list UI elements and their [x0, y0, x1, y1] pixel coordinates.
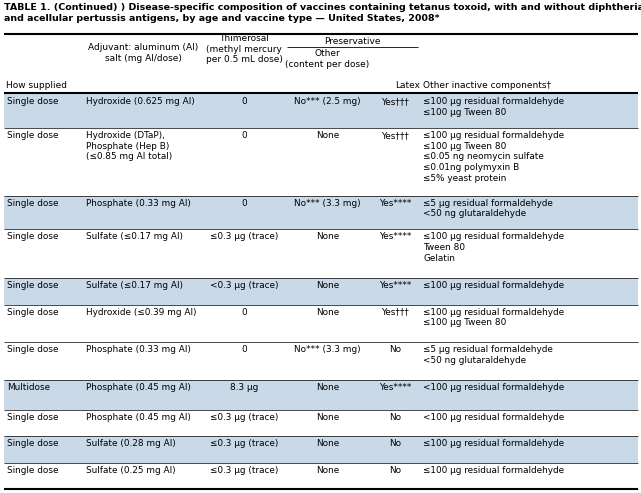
- Bar: [4, 305, 638, 342]
- Text: 0: 0: [241, 345, 247, 354]
- Text: None: None: [316, 308, 339, 317]
- Text: Sulfate (0.25 mg Al): Sulfate (0.25 mg Al): [86, 466, 176, 475]
- Text: ≤100 μg residual formaldehyde
≤100 μg Tween 80
≤0.05 ng neomycin sulfate
≤0.01ng: ≤100 μg residual formaldehyde ≤100 μg Tw…: [423, 131, 564, 183]
- Bar: [4, 94, 638, 128]
- Text: Yes****: Yes****: [379, 383, 411, 392]
- Text: No*** (3.3 mg): No*** (3.3 mg): [294, 345, 361, 354]
- Bar: [4, 342, 638, 380]
- Text: ≤0.3 μg (trace): ≤0.3 μg (trace): [210, 232, 278, 242]
- Text: ≤100 μg residual formaldehyde
≤100 μg Tween 80: ≤100 μg residual formaldehyde ≤100 μg Tw…: [423, 97, 564, 117]
- Text: Latex: Latex: [395, 81, 420, 90]
- Bar: [4, 128, 638, 196]
- Text: Adjuvant: aluminum (Al)
salt (mg Al/dose): Adjuvant: aluminum (Al) salt (mg Al/dose…: [88, 43, 198, 63]
- Text: Yes†††: Yes†††: [381, 308, 409, 317]
- Text: Multidose: Multidose: [7, 383, 50, 392]
- Text: TABLE 1. (Continued) ) Disease-specific composition of vaccines containing tetan: TABLE 1. (Continued) ) Disease-specific …: [4, 3, 641, 12]
- Bar: [4, 380, 638, 410]
- Text: No*** (2.5 mg): No*** (2.5 mg): [294, 97, 361, 106]
- Text: Single dose: Single dose: [7, 97, 58, 106]
- Text: ≤5 μg residual formaldehyde
<50 ng glutaraldehyde: ≤5 μg residual formaldehyde <50 ng gluta…: [423, 345, 553, 365]
- Text: <0.3 μg (trace): <0.3 μg (trace): [210, 282, 278, 290]
- Text: None: None: [316, 131, 339, 140]
- Bar: [4, 196, 638, 229]
- Text: Single dose: Single dose: [7, 345, 58, 354]
- Text: and acellular pertussis antigens, by age and vaccine type — United States, 2008*: and acellular pertussis antigens, by age…: [4, 14, 440, 23]
- Text: 0: 0: [241, 308, 247, 317]
- Text: None: None: [316, 413, 339, 422]
- Text: No: No: [389, 345, 401, 354]
- Text: ≤0.3 μg (trace): ≤0.3 μg (trace): [210, 466, 278, 475]
- Text: Phosphate (0.45 mg Al): Phosphate (0.45 mg Al): [86, 383, 191, 392]
- Text: Single dose: Single dose: [7, 282, 58, 290]
- Text: Yes†††: Yes†††: [381, 97, 409, 106]
- Text: Single dose: Single dose: [7, 308, 58, 317]
- Bar: [4, 229, 638, 279]
- Text: Yes****: Yes****: [379, 282, 411, 290]
- Text: Single dose: Single dose: [7, 413, 58, 422]
- Text: 0: 0: [241, 131, 247, 140]
- Text: ≤100 μg residual formaldehyde
≤100 μg Tween 80: ≤100 μg residual formaldehyde ≤100 μg Tw…: [423, 308, 564, 327]
- Text: Phosphate (0.45 mg Al): Phosphate (0.45 mg Al): [86, 413, 191, 422]
- Text: Sulfate (≤0.17 mg Al): Sulfate (≤0.17 mg Al): [86, 282, 183, 290]
- Text: ≤100 μg residual formaldehyde: ≤100 μg residual formaldehyde: [423, 282, 564, 290]
- Text: ≤5 μg residual formaldehyde
<50 ng glutaraldehyde: ≤5 μg residual formaldehyde <50 ng gluta…: [423, 199, 553, 218]
- Text: ≤0.3 μg (trace): ≤0.3 μg (trace): [210, 439, 278, 448]
- Text: No*** (3.3 mg): No*** (3.3 mg): [294, 199, 361, 208]
- Text: Yes****: Yes****: [379, 199, 411, 208]
- Text: Sulfate (≤0.17 mg Al): Sulfate (≤0.17 mg Al): [86, 232, 183, 242]
- Text: 8.3 μg: 8.3 μg: [230, 383, 258, 392]
- Text: ≤100 μg residual formaldehyde
Tween 80
Gelatin: ≤100 μg residual formaldehyde Tween 80 G…: [423, 232, 564, 263]
- Text: 0: 0: [241, 199, 247, 208]
- Text: Sulfate (0.28 mg Al): Sulfate (0.28 mg Al): [86, 439, 176, 448]
- Text: How supplied: How supplied: [6, 81, 67, 90]
- Text: None: None: [316, 282, 339, 290]
- Text: Hydroxide (0.625 mg Al): Hydroxide (0.625 mg Al): [86, 97, 195, 106]
- Bar: [4, 410, 638, 436]
- Bar: [4, 462, 638, 489]
- Text: No: No: [389, 439, 401, 448]
- Text: Single dose: Single dose: [7, 232, 58, 242]
- Text: ≤100 μg residual formaldehyde: ≤100 μg residual formaldehyde: [423, 439, 564, 448]
- Text: None: None: [316, 383, 339, 392]
- Bar: [4, 279, 638, 305]
- Text: Hydroxide (≤0.39 mg Al): Hydroxide (≤0.39 mg Al): [86, 308, 197, 317]
- Text: Single dose: Single dose: [7, 199, 58, 208]
- Text: <100 μg residual formaldehyde: <100 μg residual formaldehyde: [423, 413, 564, 422]
- Text: Other inactive components†: Other inactive components†: [423, 81, 551, 90]
- Text: ≤0.3 μg (trace): ≤0.3 μg (trace): [210, 413, 278, 422]
- Text: ≤100 μg residual formaldehyde: ≤100 μg residual formaldehyde: [423, 466, 564, 475]
- Text: No: No: [389, 466, 401, 475]
- Text: None: None: [316, 439, 339, 448]
- Text: Preservative: Preservative: [324, 37, 381, 46]
- Text: Phosphate (0.33 mg Al): Phosphate (0.33 mg Al): [86, 199, 191, 208]
- Text: Hydroxide (DTaP),
Phosphate (Hep B)
(≤0.85 mg Al total): Hydroxide (DTaP), Phosphate (Hep B) (≤0.…: [86, 131, 172, 161]
- Text: Thimerosal
(methyl mercury
per 0.5 mL dose): Thimerosal (methyl mercury per 0.5 mL do…: [206, 34, 283, 64]
- Text: Phosphate (0.33 mg Al): Phosphate (0.33 mg Al): [86, 345, 191, 354]
- Text: Single dose: Single dose: [7, 439, 58, 448]
- Text: None: None: [316, 466, 339, 475]
- Text: Yes†††: Yes†††: [381, 131, 409, 140]
- Text: None: None: [316, 232, 339, 242]
- Text: 0: 0: [241, 97, 247, 106]
- Bar: [4, 436, 638, 462]
- Text: <100 μg residual formaldehyde: <100 μg residual formaldehyde: [423, 383, 564, 392]
- Text: No: No: [389, 413, 401, 422]
- Text: Other
(content per dose): Other (content per dose): [285, 49, 370, 69]
- Text: Single dose: Single dose: [7, 466, 58, 475]
- Bar: [4, 35, 638, 93]
- Text: Single dose: Single dose: [7, 131, 58, 140]
- Text: Yes****: Yes****: [379, 232, 411, 242]
